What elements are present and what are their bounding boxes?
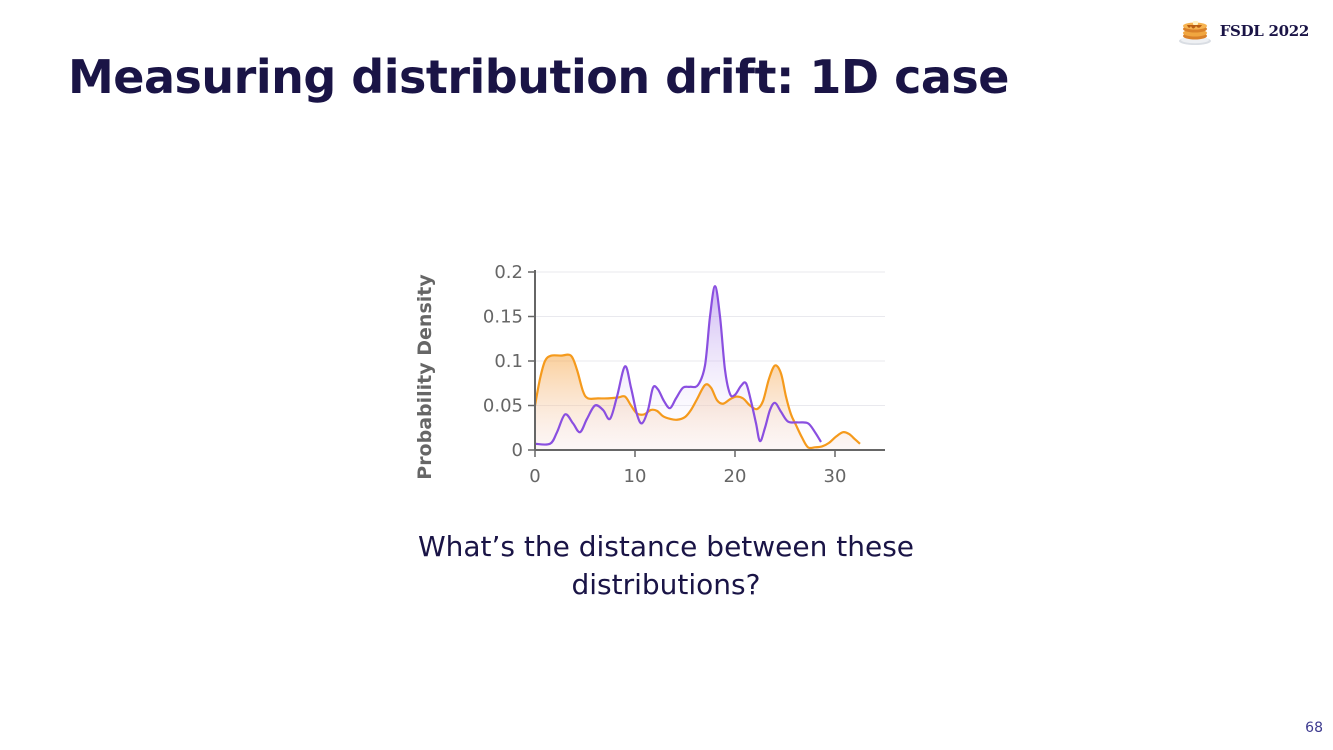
question-text: What’s the distance between these distri… (417, 530, 915, 601)
y-tick-label: 0.2 (494, 262, 523, 283)
series-line-1 (533, 353, 861, 450)
density-chart: 0 0.05 0.1 0.15 0.2 0 10 20 30 Probability Densi… (414, 262, 885, 487)
y-tick-label: 0.05 (483, 396, 523, 417)
series-areas (535, 286, 860, 450)
y-tick-label: 0.15 (483, 307, 523, 328)
y-axis-label: Probability Density (414, 274, 436, 480)
series-line-0 (534, 285, 822, 446)
brand-badge: FSDL 2022 (1178, 16, 1309, 46)
axes (528, 270, 885, 457)
x-tick-label: 30 (824, 466, 847, 487)
pancakes-icon (1178, 16, 1212, 46)
x-tick-label: 20 (724, 466, 747, 487)
series-area-0 (535, 286, 821, 450)
slide-title: Measuring distribution drift: 1D case (68, 50, 1010, 104)
x-tick-label: 10 (624, 466, 647, 487)
series-lines (533, 285, 861, 450)
y-tick-label: 0 (512, 440, 523, 461)
page-number: 68 (1305, 720, 1323, 736)
x-tick-label: 0 (529, 466, 540, 487)
tick-labels: 0 0.05 0.1 0.15 0.2 0 10 20 30 (483, 262, 847, 487)
y-tick-label: 0.1 (494, 351, 523, 372)
brand-label: FSDL 2022 (1219, 22, 1310, 40)
